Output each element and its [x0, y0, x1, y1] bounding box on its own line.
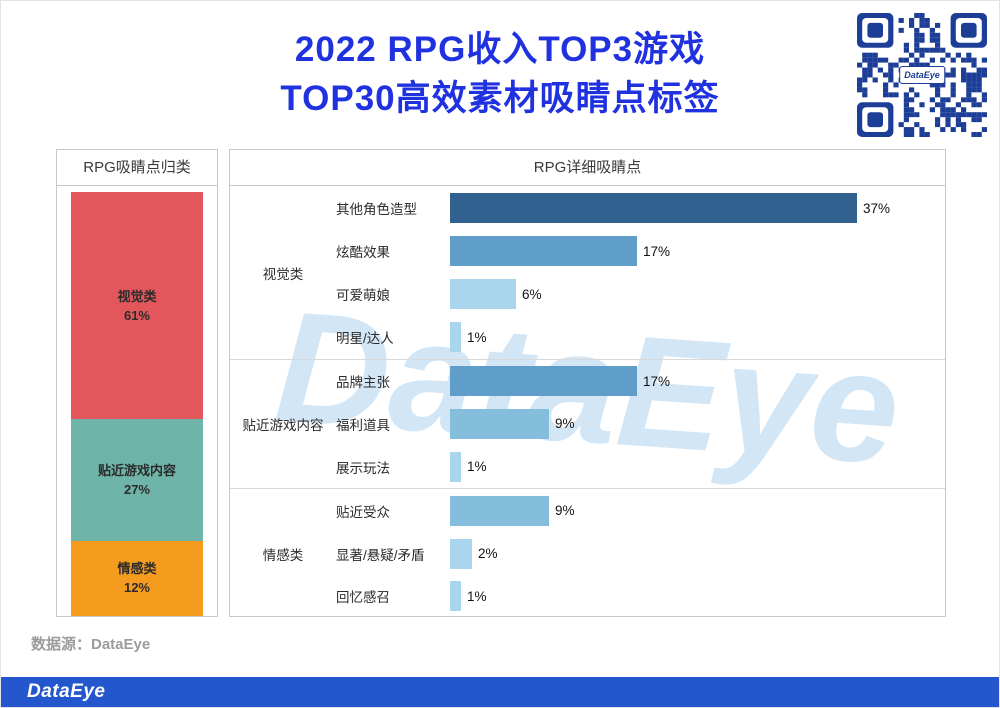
bar-row: 可爱萌娘 6%	[336, 273, 945, 316]
bar-label: 其他角色造型	[336, 202, 417, 218]
group-rows: 品牌主张 17% 福利道具 9% 展示玩法 1%	[336, 360, 945, 489]
bar-track: 6%	[450, 273, 945, 316]
stack-segment-2: 贴近游戏内容 27%	[71, 419, 203, 541]
bar-row: 福利道具 9%	[336, 402, 945, 445]
bar-track: 1%	[450, 445, 945, 488]
qr-pattern	[857, 13, 987, 137]
bar-value-label: 1%	[467, 459, 487, 475]
bar-value-label: 1%	[467, 588, 487, 604]
bar-value-label: 37%	[863, 200, 891, 216]
dataeye-logo: DataEye	[27, 681, 106, 702]
page-title-line2: TOP30高效素材吸睛点标签	[280, 79, 720, 118]
bar-track: 1%	[450, 316, 945, 359]
bar-row: 品牌主张 17%	[336, 360, 945, 403]
bar-track: 2%	[450, 532, 945, 575]
footer-bar: DataEye	[1, 677, 999, 707]
bar-track: 17%	[450, 360, 945, 403]
bar-label: 可爱萌娘	[336, 288, 390, 304]
data-source-note: 数据源：DataEye	[31, 636, 151, 653]
stack-segment-label: 视觉类 61%	[117, 288, 157, 323]
bar-row: 贴近受众 9%	[336, 489, 945, 532]
page-title-line1: 2022 RPG收入TOP3游戏	[294, 30, 706, 69]
stack-segment-3: 情感类 12%	[71, 540, 203, 616]
bar-row: 展示玩法 1%	[336, 445, 945, 488]
group-rows: 其他角色造型 37% 炫酷效果 17% 可爱萌娘 6% 明星/达人 1%	[336, 187, 945, 359]
detail-bar-chart: 视觉类 其他角色造型 37% 炫酷效果 17% 可爱萌娘 6% 明星/达人 1% 贴近游戏内容 品牌…	[230, 187, 945, 616]
category-summary-panel: RPG吸睛点归类 视觉类 61% 贴近游戏内容 27% 情感类 12%	[56, 149, 218, 617]
stack-segment-label: 贴近游戏内容 27%	[97, 462, 176, 497]
bar-track: 17%	[450, 230, 945, 273]
stack-segment-1: 视觉类 61%	[71, 192, 203, 420]
bar-row: 显著/悬疑/矛盾 2%	[336, 532, 945, 575]
group-rows: 贴近受众 9% 显著/悬疑/矛盾 2% 回忆感召 1%	[336, 489, 945, 616]
bar-track: 37%	[450, 187, 945, 230]
page-title: 2022 RPG收入TOP3游戏 TOP30高效素材吸睛点标签	[1, 25, 999, 123]
bar-label: 明星/达人	[336, 331, 394, 347]
bar-label: 回忆感召	[336, 590, 390, 606]
group-category-label: 情感类	[262, 547, 304, 563]
bar-label: 显著/悬疑/矛盾	[336, 547, 425, 563]
bar-value-label: 17%	[643, 373, 671, 389]
bar-value-label: 9%	[555, 503, 575, 519]
bar-label: 贴近受众	[336, 504, 390, 520]
qr-center-logo: DataEye	[899, 66, 945, 84]
group-category-label: 视觉类	[262, 266, 304, 282]
bar	[450, 581, 461, 612]
bar-row: 回忆感召 1%	[336, 575, 945, 616]
bar-track: 1%	[450, 575, 945, 616]
bar-value-label: 9%	[555, 416, 575, 432]
bar-label: 炫酷效果	[336, 245, 390, 261]
bar-label: 福利道具	[336, 417, 390, 433]
bar-value-label: 2%	[478, 546, 498, 562]
bar	[450, 322, 461, 353]
bar	[450, 451, 461, 482]
stacked-bar: 视觉类 61% 贴近游戏内容 27% 情感类 12%	[71, 192, 203, 616]
bar-group: 情感类 贴近受众 9% 显著/悬疑/矛盾 2% 回忆感召 1%	[230, 489, 945, 616]
bar-label: 品牌主张	[336, 375, 390, 390]
bar-label: 展示玩法	[336, 460, 390, 476]
bar	[450, 193, 857, 224]
group-category-label: 贴近游戏内容	[242, 417, 324, 433]
bar	[450, 366, 637, 396]
summary-panel-title: RPG吸睛点归类	[57, 150, 217, 186]
bar-group: 贴近游戏内容 品牌主张 17% 福利道具 9% 展示玩法 1%	[230, 360, 945, 490]
bar-value-label: 6%	[522, 286, 542, 302]
bar	[450, 408, 549, 439]
bar-track: 9%	[450, 489, 945, 532]
qr-code: DataEye	[857, 13, 987, 137]
bar-value-label: 17%	[643, 243, 671, 259]
bar	[450, 538, 472, 569]
bar-value-label: 1%	[467, 329, 487, 345]
bar-track: 9%	[450, 402, 945, 445]
bar-row: 其他角色造型 37%	[336, 187, 945, 230]
bar-group: 视觉类 其他角色造型 37% 炫酷效果 17% 可爱萌娘 6% 明星/达人 1%	[230, 187, 945, 360]
bar-row: 炫酷效果 17%	[336, 230, 945, 273]
qr-logo-text: DataEye	[904, 70, 940, 80]
stack-segment-label: 情感类 12%	[117, 561, 157, 596]
bar	[450, 495, 549, 526]
detail-panel: RPG详细吸睛点 DataEye 视觉类 其他角色造型 37% 炫酷效果 17% 可爱萌娘…	[229, 149, 946, 617]
bar	[450, 279, 516, 310]
bar	[450, 236, 637, 267]
detail-panel-title: RPG详细吸睛点	[230, 150, 945, 186]
bar-row: 明星/达人 1%	[336, 316, 945, 359]
